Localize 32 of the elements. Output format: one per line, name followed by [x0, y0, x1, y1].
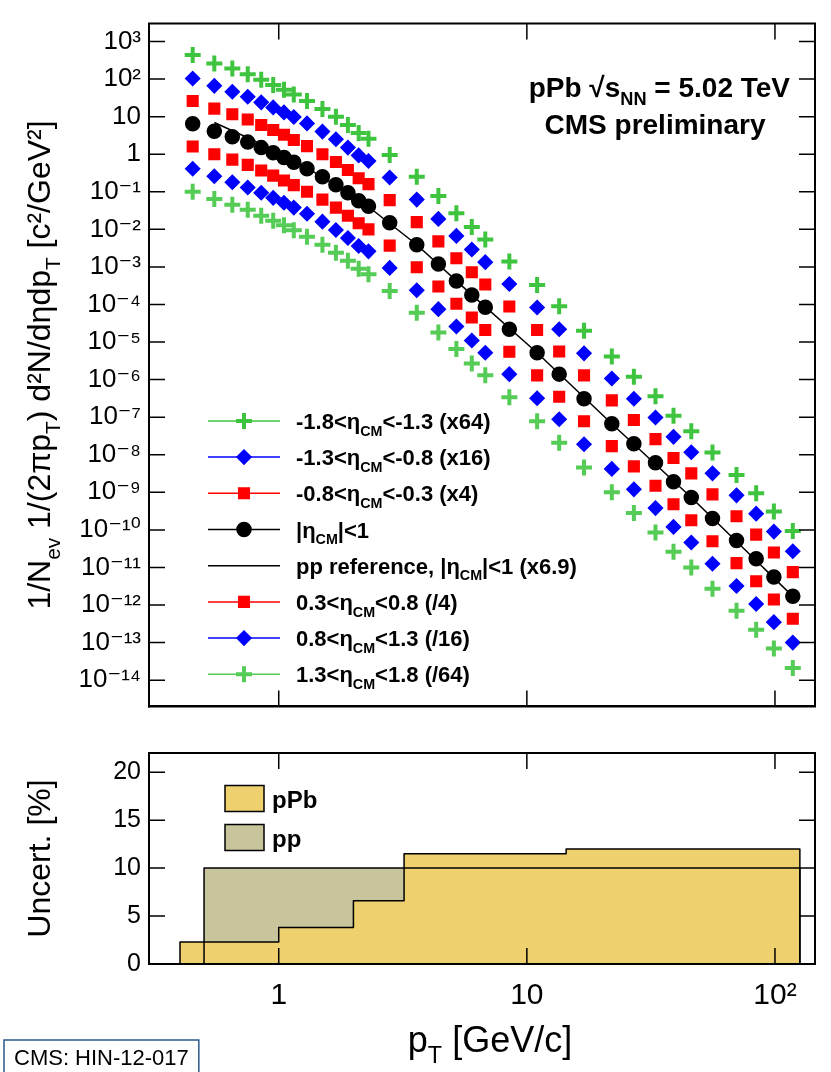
y-axis-title: Uncert. [%]	[21, 779, 57, 938]
y-tick-label: 10³	[103, 24, 142, 55]
y-tick-label: 10⁻³	[89, 250, 142, 281]
legend-label: pp	[272, 824, 302, 852]
x-tick-label: 1	[270, 977, 288, 1011]
y-tick-label: 10²	[103, 62, 142, 93]
y-tick-label: 10⁻⁹	[87, 475, 141, 506]
y-tick-label: 10⁻¹⁴	[78, 663, 141, 694]
y-tick-label: 10	[113, 851, 141, 880]
y-tick-label: 15	[113, 804, 141, 833]
y-tick-label: 0	[127, 947, 141, 976]
y-axis-title: 1/Nev 1/(2πpT) d²N/dηdpT [c²/GeV²]	[21, 120, 64, 610]
x-tick-label: 10	[510, 977, 544, 1011]
y-tick-label: 10⁻¹³	[81, 625, 142, 656]
x-tick-label: 10²	[753, 977, 797, 1011]
y-tick-label: 20	[113, 756, 141, 785]
y-tick-label: 10⁻⁴	[87, 287, 141, 318]
y-tick-label: 10⁻⁸	[87, 437, 141, 468]
legend-label: pPb	[272, 785, 318, 813]
y-tick-label: 10⁻¹¹	[81, 550, 142, 581]
y-tick-label: 10⁻¹⁰	[79, 513, 141, 544]
y-tick-label: 10⁻²	[89, 212, 142, 243]
y-tick-label: 10⁻¹²	[81, 588, 142, 619]
y-tick-label: 10⁻⁶	[87, 362, 141, 393]
text: CMS preliminary	[544, 108, 766, 140]
y-tick-label: 1	[126, 137, 141, 168]
y-tick-label: 10	[112, 99, 141, 130]
y-tick-label: 10⁻⁵	[87, 325, 141, 356]
y-tick-label: 5	[127, 899, 141, 928]
text: CMS: HIN-12-017	[14, 1045, 189, 1070]
y-tick-label: 10⁻¹	[89, 174, 142, 205]
y-tick-label: 10⁻⁷	[88, 400, 141, 431]
